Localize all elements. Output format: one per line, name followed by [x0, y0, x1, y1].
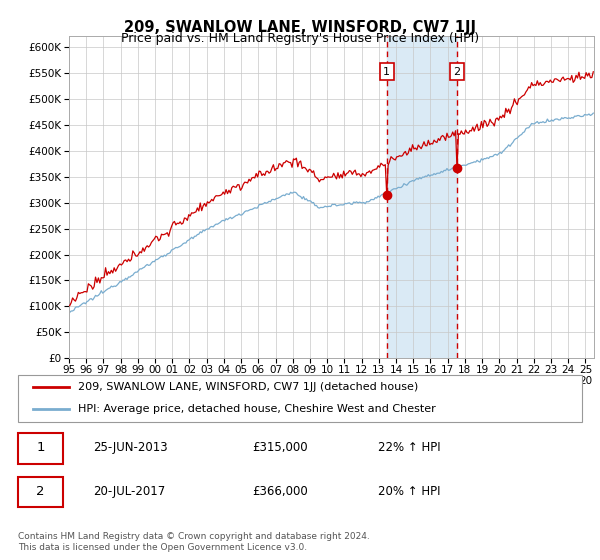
Text: Price paid vs. HM Land Registry's House Price Index (HPI): Price paid vs. HM Land Registry's House …	[121, 32, 479, 45]
FancyBboxPatch shape	[18, 375, 582, 422]
Text: 20% ↑ HPI: 20% ↑ HPI	[378, 485, 440, 498]
Text: 1: 1	[383, 67, 390, 77]
Text: £315,000: £315,000	[252, 441, 308, 454]
Text: HPI: Average price, detached house, Cheshire West and Chester: HPI: Average price, detached house, Ches…	[78, 404, 436, 413]
Bar	[387, 36, 457, 358]
Text: 20-JUL-2017: 20-JUL-2017	[93, 485, 165, 498]
Text: 22% ↑ HPI: 22% ↑ HPI	[378, 441, 440, 454]
Text: 2: 2	[454, 67, 461, 77]
Text: Contains HM Land Registry data © Crown copyright and database right 2024.
This d: Contains HM Land Registry data © Crown c…	[18, 532, 370, 552]
Text: 25-JUN-2013: 25-JUN-2013	[93, 441, 167, 454]
FancyBboxPatch shape	[18, 477, 63, 507]
Text: 209, SWANLOW LANE, WINSFORD, CW7 1JJ: 209, SWANLOW LANE, WINSFORD, CW7 1JJ	[124, 20, 476, 35]
Text: 209, SWANLOW LANE, WINSFORD, CW7 1JJ (detached house): 209, SWANLOW LANE, WINSFORD, CW7 1JJ (de…	[78, 382, 418, 391]
Text: 2: 2	[36, 485, 45, 498]
Text: £366,000: £366,000	[252, 485, 308, 498]
FancyBboxPatch shape	[18, 433, 63, 464]
Text: 1: 1	[36, 441, 45, 454]
